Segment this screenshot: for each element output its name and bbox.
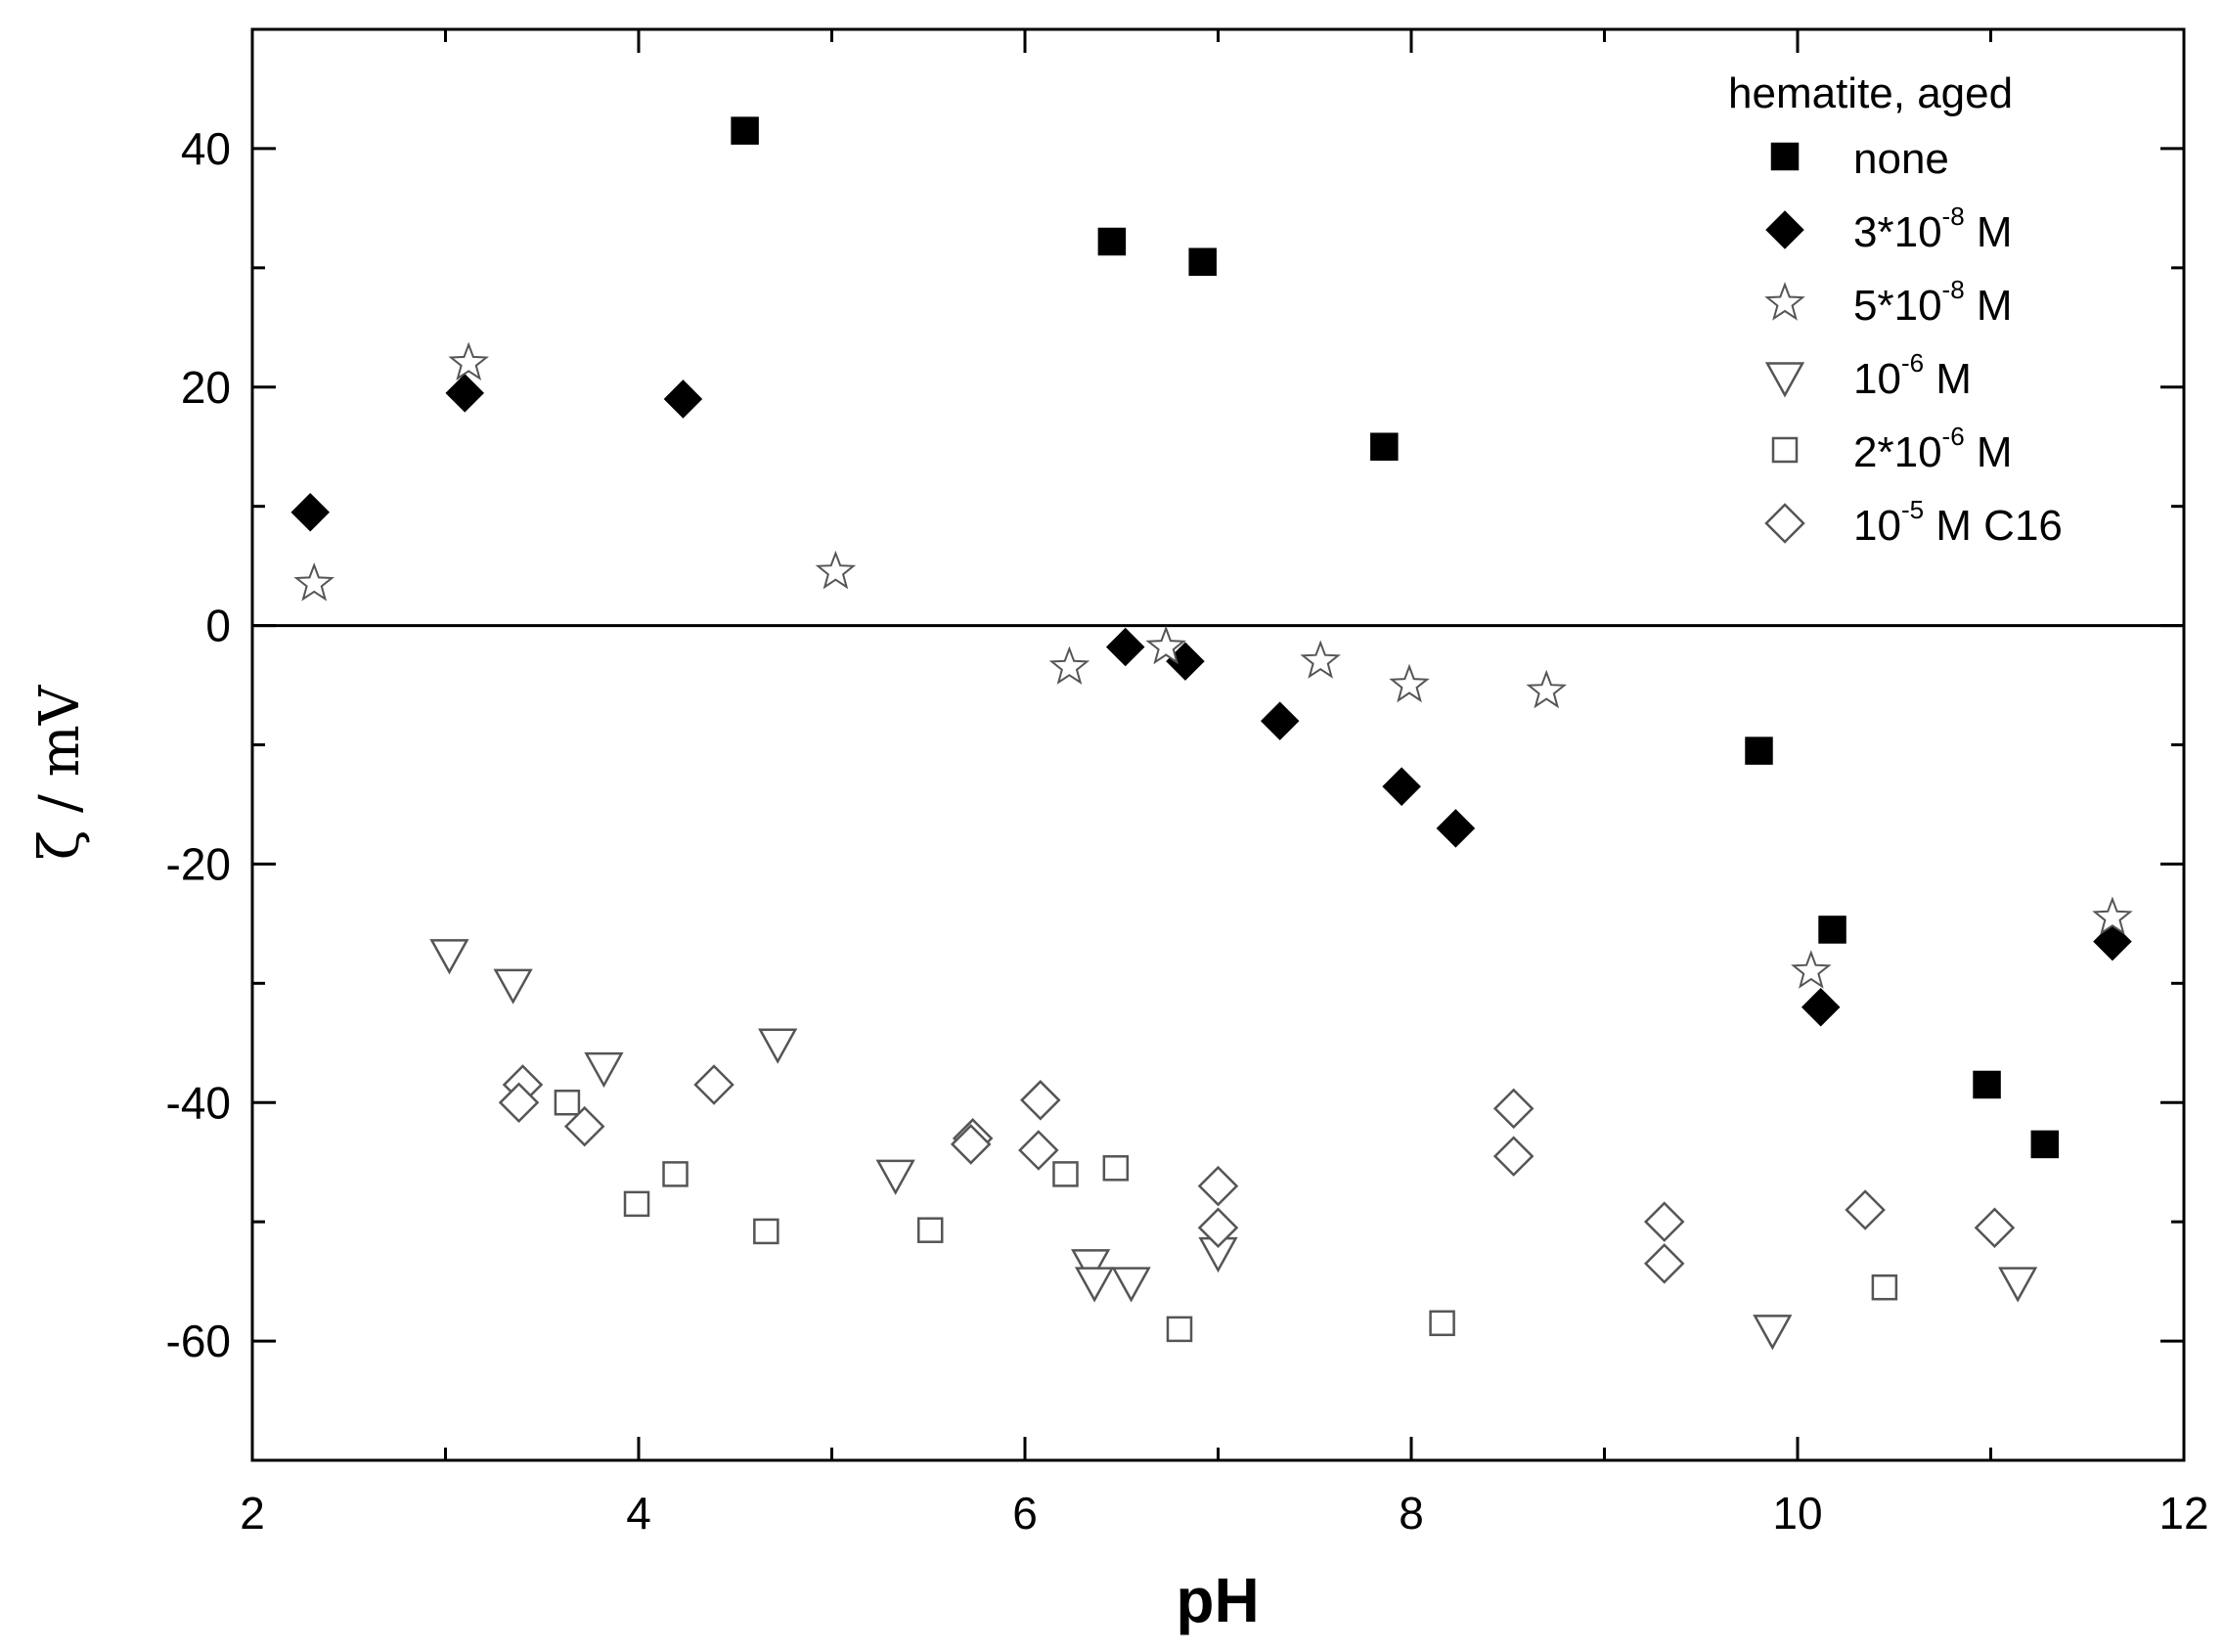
legend-title: hematite, aged <box>1728 69 2013 117</box>
data-point-series-4 <box>1871 1273 1898 1301</box>
data-point-series-5 <box>1018 1130 1059 1171</box>
data-point-series-4 <box>753 1218 779 1245</box>
data-point-series-5 <box>1974 1207 2016 1249</box>
data-point-series-5 <box>1643 1201 1685 1242</box>
data-point-series-1 <box>2093 921 2132 961</box>
data-point-series-5 <box>950 1124 992 1165</box>
x-axis-ticks: 2 4 6 8 10 12 <box>240 29 2209 1539</box>
data-point-series-5 <box>498 1082 540 1124</box>
data-point-series-3 <box>1111 1267 1151 1303</box>
data-point-series-2 <box>815 550 857 590</box>
data-point-series-2 <box>448 341 490 380</box>
data-point-series-1 <box>1105 627 1145 667</box>
y-axis-ticks: -60 -40 -20 0 20 40 <box>166 27 2184 1462</box>
data-point-series-2 <box>1791 950 1832 989</box>
data-point-series-3 <box>758 1028 798 1064</box>
data-point-series-5 <box>1197 1207 1239 1249</box>
y-tick-label: -60 <box>166 1316 231 1366</box>
data-point-series-1 <box>663 380 703 419</box>
data-point-series-4 <box>916 1217 944 1243</box>
legend-marker-0 <box>1770 142 1800 171</box>
data-point-series-3 <box>1074 1267 1115 1303</box>
data-point-series-0 <box>1188 247 1217 276</box>
legend-label-4: 2*10-6 M <box>1853 422 2013 476</box>
data-point-series-0 <box>1370 432 1399 461</box>
y-tick-label: -20 <box>166 838 231 889</box>
data-point-series-5 <box>1643 1243 1685 1284</box>
data-point-series-2 <box>1145 625 1186 665</box>
y-tick-label: 0 <box>205 601 231 651</box>
y-tick-label: 40 <box>181 123 231 174</box>
data-point-series-5 <box>693 1064 734 1105</box>
data-point-series-1 <box>1801 987 1841 1027</box>
data-point-series-4 <box>554 1090 581 1116</box>
y-tick-label: -40 <box>166 1077 231 1128</box>
data-point-series-2 <box>1300 640 1341 679</box>
data-point-series-2 <box>1526 669 1568 709</box>
data-point-series-5 <box>563 1105 605 1147</box>
data-point-series-5 <box>1845 1189 1886 1230</box>
data-point-series-1 <box>1260 701 1300 740</box>
data-point-series-3 <box>875 1159 915 1195</box>
data-point-series-4 <box>1052 1161 1079 1187</box>
data-point-series-0 <box>731 116 759 145</box>
data-point-series-0 <box>1097 227 1127 256</box>
data-point-series-4 <box>1429 1310 1455 1337</box>
legend-label-1: 3*10-8 M <box>1853 201 2013 256</box>
y-axis-title: ζ / mV <box>28 684 92 860</box>
x-tick-label: 10 <box>1772 1488 1822 1539</box>
data-point-series-1 <box>445 374 485 413</box>
legend-label-3: 10-6 M <box>1853 348 1972 403</box>
legend-marker-2 <box>1764 282 1805 321</box>
data-point-series-3 <box>429 939 469 975</box>
legend-label-0: none <box>1853 135 1949 183</box>
data-point-series-3 <box>1753 1315 1793 1351</box>
data-point-series-2 <box>2092 896 2133 936</box>
data-point-series-0 <box>2030 1130 2060 1159</box>
data-point-series-5 <box>1020 1080 1061 1121</box>
data-point-series-0 <box>1818 915 1846 944</box>
data-point-series-3 <box>1998 1267 2038 1303</box>
data-point-series-2 <box>1048 646 1090 685</box>
legend-label-2: 5*10-8 M <box>1853 275 2013 330</box>
legend: hematite, aged none 3*10-8 M 5*10-8 M 10-6 … <box>1728 69 2063 550</box>
data-point-series-5 <box>1492 1136 1535 1177</box>
x-tick-label: 12 <box>2158 1488 2208 1539</box>
x-tick-label: 4 <box>626 1488 651 1539</box>
x-axis-title: pH <box>1176 1565 1259 1635</box>
data-point-series-4 <box>662 1161 689 1187</box>
legend-marker-5 <box>1764 503 1805 544</box>
data-point-series-3 <box>493 968 533 1005</box>
x-tick-label: 2 <box>240 1488 265 1539</box>
legend-label-5: 10-5 M C16 <box>1853 495 2063 550</box>
data-point-series-0 <box>1745 737 1773 765</box>
data-point-series-4 <box>623 1190 650 1218</box>
data-points <box>290 116 2133 1351</box>
data-point-series-1 <box>1436 809 1476 848</box>
data-point-series-0 <box>1973 1070 2001 1099</box>
legend-marker-1 <box>1765 210 1804 249</box>
legend-marker-4 <box>1771 436 1799 464</box>
data-point-series-5 <box>1492 1088 1535 1130</box>
data-point-series-5 <box>1197 1165 1239 1207</box>
data-point-series-2 <box>1389 663 1430 703</box>
y-tick-label: 20 <box>181 362 231 413</box>
data-point-series-4 <box>1102 1155 1130 1182</box>
x-tick-label: 6 <box>1012 1488 1038 1539</box>
legend-marker-3 <box>1764 362 1805 398</box>
data-point-series-4 <box>1166 1316 1193 1343</box>
data-point-series-3 <box>584 1051 624 1089</box>
data-point-series-1 <box>1382 767 1421 806</box>
data-point-series-3 <box>1071 1249 1111 1285</box>
data-point-series-2 <box>293 562 335 602</box>
x-tick-label: 8 <box>1399 1488 1424 1539</box>
data-point-series-1 <box>290 492 331 532</box>
